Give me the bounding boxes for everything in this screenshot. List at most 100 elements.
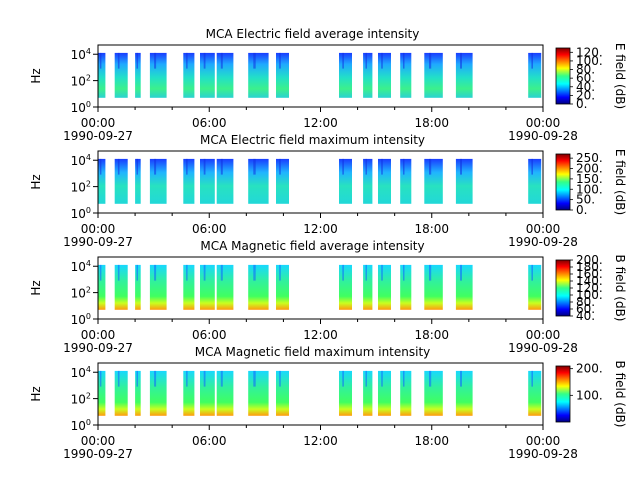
panel-2-data-block: [363, 158, 373, 204]
panel-1-data-streak: [186, 52, 188, 69]
panel-1-y-tick-1e0: 100: [71, 100, 91, 115]
panel-1-colorbar-tick-80: 80.: [576, 63, 595, 77]
panel-4-data-streak: [342, 370, 344, 387]
panel-2-data-streak: [253, 158, 256, 175]
panel-3: MCA Magnetic field average intensity Hz …: [29, 239, 627, 355]
panel-3-data-block: [248, 264, 269, 310]
panel-3-data-block: [276, 264, 289, 310]
panel-4-colorbar-tick-200: 200.: [576, 362, 603, 376]
panel-4-x-tick-1200: 12:00: [303, 434, 338, 448]
panel-4-y-tick-1e0: 100: [71, 418, 91, 433]
panel-4-data-streak: [220, 370, 223, 387]
panel-3-data-streak: [381, 264, 383, 281]
panel-1-colorbar: [555, 47, 571, 105]
panel-2-data-streak: [203, 158, 206, 175]
panel-1-data-block: [183, 52, 195, 98]
panel-2-data-block: [183, 158, 195, 204]
panel-1-data-block: [200, 52, 215, 98]
panel-1-data-block: [98, 52, 106, 98]
panel-4-y-tick-1e2: 102: [71, 392, 91, 407]
panel-2-data-block: [149, 158, 167, 204]
panel-1-x-tick-1200: 12:00: [303, 116, 338, 130]
panel-1-data-streak: [99, 52, 102, 69]
panel-3-y-axis-label: Hz: [29, 280, 43, 295]
panel-2-data-block: [339, 158, 352, 204]
panel-4-data-streak: [186, 370, 188, 387]
panel-4-data-block: [135, 370, 141, 416]
panel-3-title: MCA Magnetic field average intensity: [200, 239, 424, 253]
panel-4-data-streak: [403, 370, 405, 387]
panel-4-data-block: [98, 370, 106, 416]
panel-1-x-tick-0000: 00:00: [81, 116, 116, 130]
panel-3-y-tick-1e4: 104: [71, 259, 91, 274]
panel-3-colorbar-tick-200: 200.: [576, 253, 603, 267]
panel-4-data-streak: [365, 370, 367, 387]
panel-1-colorbar-tick-0: 0.: [576, 97, 587, 111]
panel-3-colorbar-tick-100: 100.: [576, 288, 603, 302]
panel-3-data-streak: [531, 264, 533, 281]
panel-3-data-block: [378, 264, 391, 310]
panel-3-y-tick-1e0: 100: [71, 312, 91, 327]
panel-2-data-streak: [460, 158, 462, 175]
panel-4-colorbar: [555, 365, 571, 423]
panel-3-date-start: 1990-09-27: [63, 341, 133, 355]
panel-4-data-block: [528, 370, 542, 416]
panel-4-data-block: [149, 370, 167, 416]
panel-3-data-streak: [117, 264, 120, 281]
panel-1-colorbar-tick-20: 20.: [576, 88, 595, 102]
panel-4-data-block: [114, 370, 128, 416]
panel-1-data-streak: [117, 52, 120, 69]
panel-3-data-streak: [203, 264, 206, 281]
panel-3-data-block: [528, 264, 542, 310]
panel-4-colorbar-tick-100: 100.: [576, 388, 603, 402]
panel-3-data-block: [424, 264, 443, 310]
panel-4-x-tick-2400: 00:00: [526, 434, 561, 448]
panel-1-data-streak: [460, 52, 462, 69]
panel-4-data-block: [339, 370, 352, 416]
panel-2-x-tick-1800: 18:00: [414, 222, 449, 236]
panel-1-data-streak: [253, 52, 256, 69]
panel-1-data-block: [339, 52, 352, 98]
panel-1-data-block: [455, 52, 473, 98]
panel-2-colorbar-tick-250: 250.: [576, 151, 603, 165]
panel-4-data-streak: [429, 370, 432, 387]
panel-4-y-axis-label: Hz: [29, 386, 43, 401]
panel-2-date-start: 1990-09-27: [63, 235, 133, 249]
panel-4-data-streak: [203, 370, 206, 387]
panel-4-data-block: [378, 370, 391, 416]
panel-1-colorbar-tick-40: 40.: [576, 80, 595, 94]
panel-1-y-axis-label: Hz: [29, 68, 43, 83]
panel-1-data-streak: [279, 52, 281, 69]
panel-4: MCA Magnetic field maximum intensity Hz …: [29, 345, 627, 461]
panel-3-colorbar-tick-80: 80.: [576, 295, 595, 309]
panel-4-data-streak: [531, 370, 533, 387]
panel-4-y-tick-1e4: 104: [71, 365, 91, 380]
panel-1-data-block: [248, 52, 269, 98]
panel-1-date-start: 1990-09-27: [63, 129, 133, 143]
panel-1-data-streak: [381, 52, 383, 69]
panel-3-data-streak: [342, 264, 344, 281]
panel-1-data-block: [424, 52, 443, 98]
panel-4-date-end: 1990-09-28: [508, 447, 578, 461]
panel-2-data-streak: [531, 158, 533, 175]
panel-3-data-streak: [279, 264, 281, 281]
panel-3-data-block: [363, 264, 373, 310]
panel-3-data-streak: [403, 264, 405, 281]
panel-2-colorbar-tick-50: 50.: [576, 193, 595, 207]
panel-3-x-tick-1200: 12:00: [303, 328, 338, 342]
panel-4-x-tick-0000: 00:00: [81, 434, 116, 448]
panel-2-data-block: [276, 158, 289, 204]
panel-2-data-block: [114, 158, 128, 204]
panel-1-data-block: [276, 52, 289, 98]
panel-1-date-end: 1990-09-28: [508, 129, 578, 143]
panel-3-data-streak: [136, 264, 138, 281]
panel-3-colorbar-tick-120: 120.: [576, 281, 603, 295]
panel-3-y-tick-1e2: 102: [71, 286, 91, 301]
panel-4-title: MCA Magnetic field maximum intensity: [195, 345, 431, 359]
panel-3-x-tick-0600: 06:00: [192, 328, 227, 342]
panel-1-y-tick-1e4: 104: [71, 47, 91, 62]
panel-3-colorbar-tick-160: 160.: [576, 267, 603, 281]
panel-4-data-block: [200, 370, 215, 416]
panel-4-data-block: [216, 370, 234, 416]
panel-3-data-block: [98, 264, 106, 310]
